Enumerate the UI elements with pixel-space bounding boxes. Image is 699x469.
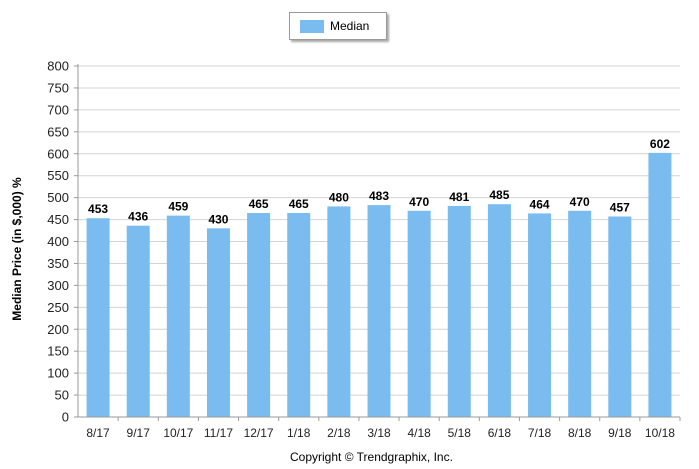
x-tick-label: 6/18: [488, 426, 512, 440]
y-tick-label: 100: [47, 366, 69, 381]
x-tick-label: 2/18: [327, 426, 351, 440]
y-tick-label: 450: [47, 212, 69, 227]
y-tick-label: 550: [47, 168, 69, 183]
y-tick-label: 250: [47, 300, 69, 315]
data-label: 480: [329, 190, 349, 204]
x-tick-label: 1/18: [287, 426, 311, 440]
y-tick-label: 0: [62, 410, 69, 425]
y-tick-label: 650: [47, 124, 69, 139]
data-label: 453: [88, 202, 108, 216]
data-label: 483: [369, 189, 389, 203]
legend-label: Median: [330, 19, 370, 33]
data-label: 430: [208, 212, 228, 226]
x-tick-label: 9/17: [127, 426, 151, 440]
y-tick-label: 300: [47, 278, 69, 293]
y-tick-label: 750: [47, 80, 69, 95]
bar: [206, 228, 230, 417]
bar: [608, 216, 632, 417]
data-label: 470: [570, 195, 590, 209]
x-tick-label: 3/18: [367, 426, 391, 440]
copyright-text: Copyright © Trendgraphix, Inc.: [290, 450, 453, 464]
data-label: 459: [168, 200, 188, 214]
bar: [126, 225, 150, 417]
y-tick-label: 150: [47, 344, 69, 359]
data-label: 436: [128, 210, 148, 224]
data-label: 481: [449, 190, 469, 204]
data-label: 464: [530, 197, 550, 211]
y-tick-label: 50: [55, 388, 69, 403]
y-tick-label: 500: [47, 190, 69, 205]
x-tick-label: 12/17: [244, 426, 274, 440]
y-axis-title: Median Price (in $,000) %: [10, 177, 24, 321]
bars: [86, 152, 672, 417]
bar: [287, 212, 311, 417]
bar: [407, 210, 431, 417]
data-label: 457: [610, 200, 630, 214]
data-label: 465: [289, 197, 309, 211]
y-tick-label: 800: [47, 59, 69, 74]
bar: [86, 218, 110, 417]
x-tick-label: 10/18: [645, 426, 675, 440]
bar: [367, 205, 391, 417]
bar: [166, 215, 190, 417]
x-tick-label: 8/17: [86, 426, 110, 440]
data-label: 465: [249, 197, 269, 211]
y-tick-label: 400: [47, 234, 69, 249]
data-label: 470: [409, 195, 429, 209]
data-label: 485: [489, 188, 509, 202]
x-tick-label: 10/17: [163, 426, 193, 440]
legend-swatch: [300, 19, 324, 33]
x-tick-label: 7/18: [528, 426, 552, 440]
x-tick-label: 4/18: [407, 426, 431, 440]
labels: 0 50 100 150 200 250 300 350 400 450 500 550 600 650 7…: [47, 59, 675, 441]
bar: [487, 204, 511, 417]
legend: Median: [289, 12, 387, 40]
y-tick-label: 700: [47, 102, 69, 117]
bar: [568, 210, 592, 417]
bar: [447, 205, 471, 417]
axes: [74, 64, 681, 421]
y-tick-label: 200: [47, 322, 69, 337]
bar: [327, 206, 351, 417]
x-tick-label: 8/18: [568, 426, 592, 440]
data-label: 602: [650, 137, 670, 151]
bar: [247, 212, 271, 417]
x-tick-label: 9/18: [608, 426, 632, 440]
x-tick-label: 11/17: [204, 426, 233, 440]
y-tick-label: 350: [47, 256, 69, 271]
x-tick-label: 5/18: [448, 426, 472, 440]
bar: [648, 152, 672, 417]
y-tick-label: 600: [47, 146, 69, 161]
bar: [528, 213, 552, 417]
